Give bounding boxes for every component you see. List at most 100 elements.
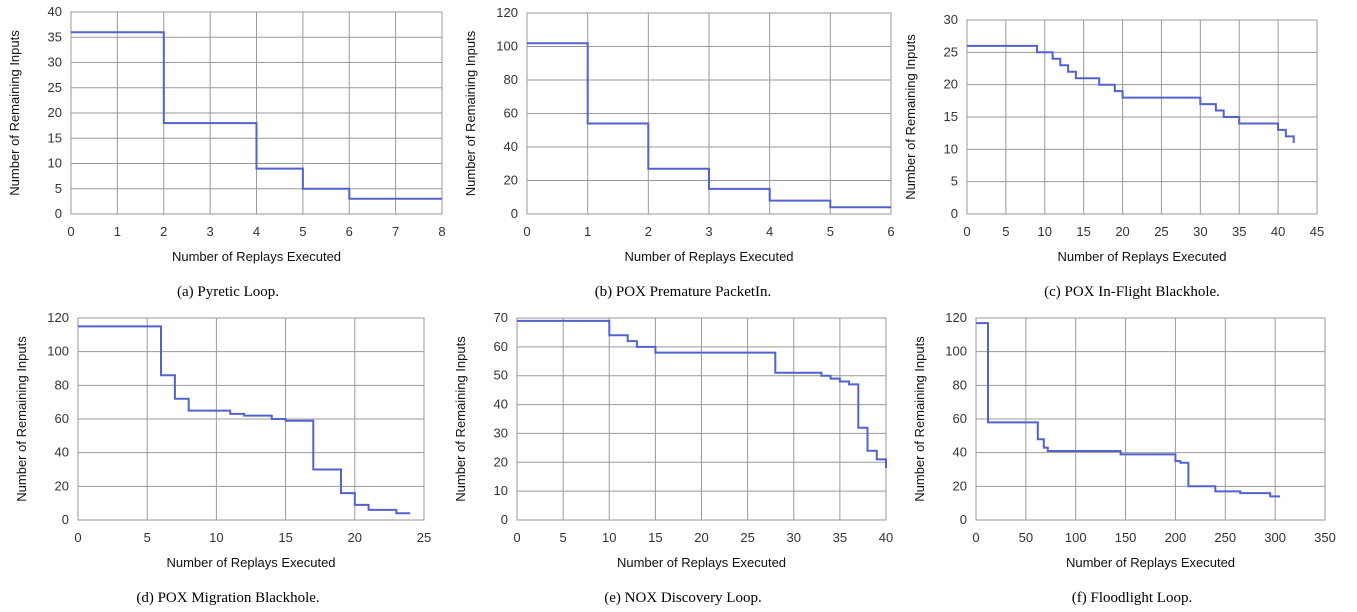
x-tick-label: 0 [523, 224, 530, 239]
x-tick-label: 5 [299, 224, 306, 239]
y-tick-label: 100 [945, 344, 967, 359]
x-tick-label: 1 [584, 224, 591, 239]
x-tick-label: 0 [513, 530, 520, 545]
plot-frame [966, 19, 1318, 215]
x-axis-label: Number of Replays Executed [624, 249, 793, 264]
chart-panel-d: (d) POX Migration Blackhole. 0 20 40 60 80 10… [14, 310, 431, 606]
y-tick-label: 10 [494, 483, 508, 498]
y-tick-label: 80 [55, 377, 69, 392]
x-tick-label: 300 [1264, 530, 1286, 545]
y-tick-label: 25 [48, 80, 62, 95]
y-axis-label: Number of Remaining Inputs [7, 30, 22, 196]
plot-frame [526, 12, 892, 215]
y-axis-label: Number of Remaining Inputs [903, 34, 918, 200]
y-tick-label: 60 [494, 339, 508, 354]
y-axis-label: Number of Remaining Inputs [453, 336, 468, 502]
x-tick-label: 0 [963, 224, 970, 239]
y-tick-label: 60 [504, 106, 518, 121]
series-line [967, 44, 1295, 143]
y-tick-label: 20 [494, 454, 508, 469]
y-tick-label: 0 [951, 206, 958, 221]
y-tick-label: 100 [47, 344, 69, 359]
y-tick-label: 30 [494, 425, 508, 440]
y-tick-label: 120 [47, 310, 69, 325]
x-tick-label: 4 [766, 224, 773, 239]
x-tick-label: 0 [67, 224, 74, 239]
y-tick-label: 20 [504, 173, 518, 188]
y-tick-label: 50 [494, 368, 508, 383]
y-tick-label: 30 [48, 55, 62, 70]
y-tick-label: 0 [55, 206, 62, 221]
x-tick-label: 10 [1038, 224, 1052, 239]
caption: (e) NOX Discovery Loop. [604, 590, 761, 606]
x-tick-label: 6 [346, 224, 353, 239]
chart-panel-e: (e) NOX Discovery Loop. 0 10 20 30 40 50 60 70 0… [453, 310, 893, 606]
x-tick-label: 100 [1065, 530, 1087, 545]
plot-frame [77, 317, 425, 521]
y-tick-label: 20 [944, 77, 958, 92]
caption: (f) Floodlight Loop. [1072, 590, 1192, 606]
x-tick-label: 0 [74, 530, 81, 545]
x-axis-label: Number of Replays Executed [172, 249, 341, 264]
y-tick-label: 70 [494, 310, 508, 325]
x-tick-label: 7 [392, 224, 399, 239]
y-tick-label: 40 [48, 4, 62, 19]
x-axis-label: Number of Replays Executed [166, 555, 335, 570]
y-tick-label: 0 [501, 512, 508, 527]
y-tick-label: 35 [48, 29, 62, 44]
x-tick-label: 200 [1165, 530, 1187, 545]
x-tick-label: 3 [207, 224, 214, 239]
plot-frame [516, 317, 887, 521]
x-tick-label: 5 [560, 530, 567, 545]
x-tick-label: 25 [417, 530, 431, 545]
x-tick-label: 20 [1115, 224, 1129, 239]
y-tick-label: 15 [48, 130, 62, 145]
chart-panel-a: (a) Pyretic Loop. 0 5 10 15 20 25 30 35 40 0 1 2 3 4 5… [7, 4, 446, 300]
x-axis-label: Number of Replays Executed [1057, 249, 1226, 264]
y-tick-label: 10 [48, 156, 62, 171]
y-tick-label: 120 [496, 5, 518, 20]
y-tick-label: 40 [494, 397, 508, 412]
x-tick-label: 35 [1232, 224, 1246, 239]
plot-frame [70, 11, 443, 215]
x-tick-label: 5 [827, 224, 834, 239]
y-tick-label: 0 [62, 512, 69, 527]
plot-frame [975, 317, 1326, 521]
x-tick-label: 25 [740, 530, 754, 545]
y-tick-label: 5 [951, 174, 958, 189]
series-line [517, 319, 887, 469]
x-tick-label: 3 [705, 224, 712, 239]
y-tick-label: 60 [953, 411, 967, 426]
y-axis-label: Number of Remaining Inputs [912, 336, 927, 502]
y-tick-label: 30 [944, 12, 958, 27]
y-tick-label: 15 [944, 109, 958, 124]
chart-panel-b: (b) POX Premature PacketIn. 020406080100… [463, 5, 895, 300]
x-tick-label: 4 [253, 224, 260, 239]
x-tick-label: 250 [1214, 530, 1236, 545]
x-axis-label: Number of Replays Executed [1066, 555, 1235, 570]
x-tick-label: 15 [1076, 224, 1090, 239]
y-tick-label: 80 [504, 72, 518, 87]
chart-panel-f: (f) Floodlight Loop. 0 20 40 60 80 100 120 0 50 1… [912, 310, 1336, 606]
y-tick-label: 0 [960, 512, 967, 527]
y-axis-label: Number of Remaining Inputs [14, 336, 29, 502]
series-line [78, 325, 411, 515]
x-tick-label: 20 [348, 530, 362, 545]
x-tick-label: 20 [694, 530, 708, 545]
y-tick-label: 20 [953, 478, 967, 493]
x-tick-label: 5 [1002, 224, 1009, 239]
y-axis-label: Number of Remaining Inputs [463, 30, 478, 196]
x-tick-label: 8 [438, 224, 445, 239]
x-tick-label: 30 [787, 530, 801, 545]
x-tick-label: 45 [1310, 224, 1324, 239]
y-tick-label: 40 [953, 445, 967, 460]
x-tick-label: 30 [1193, 224, 1207, 239]
x-tick-label: 15 [278, 530, 292, 545]
x-tick-label: 6 [887, 224, 894, 239]
x-tick-label: 35 [833, 530, 847, 545]
x-tick-label: 15 [648, 530, 662, 545]
y-tick-label: 20 [48, 105, 62, 120]
y-tick-label: 20 [55, 478, 69, 493]
caption: (a) Pyretic Loop. [177, 284, 279, 300]
